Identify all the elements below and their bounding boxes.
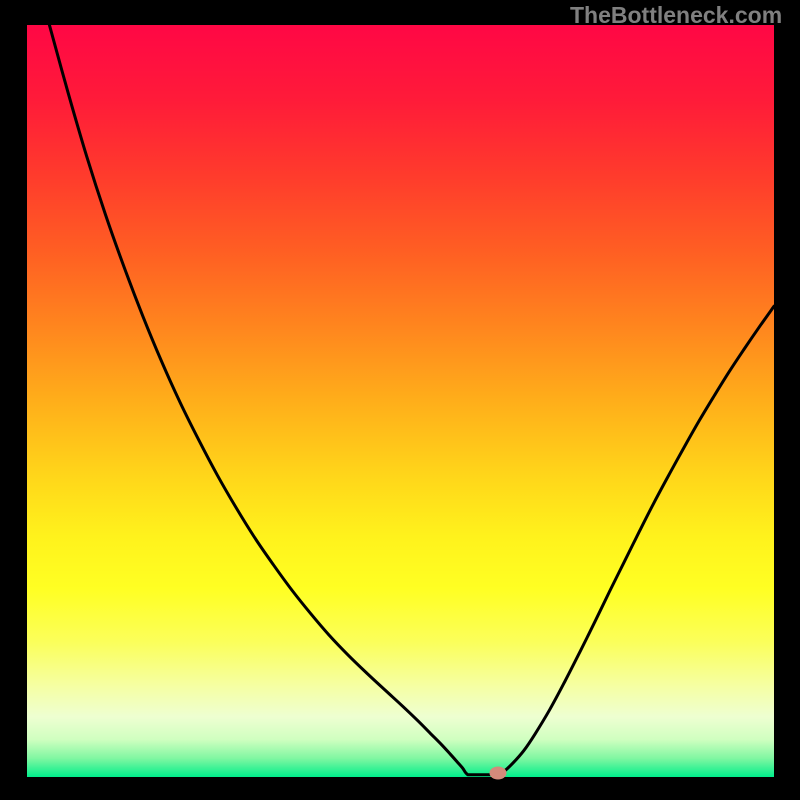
chart-canvas: TheBottleneck.com	[0, 0, 800, 800]
optimal-point-marker	[487, 764, 508, 781]
plot-area	[27, 25, 774, 777]
bottleneck-curve	[27, 25, 774, 777]
watermark-text: TheBottleneck.com	[570, 2, 782, 29]
